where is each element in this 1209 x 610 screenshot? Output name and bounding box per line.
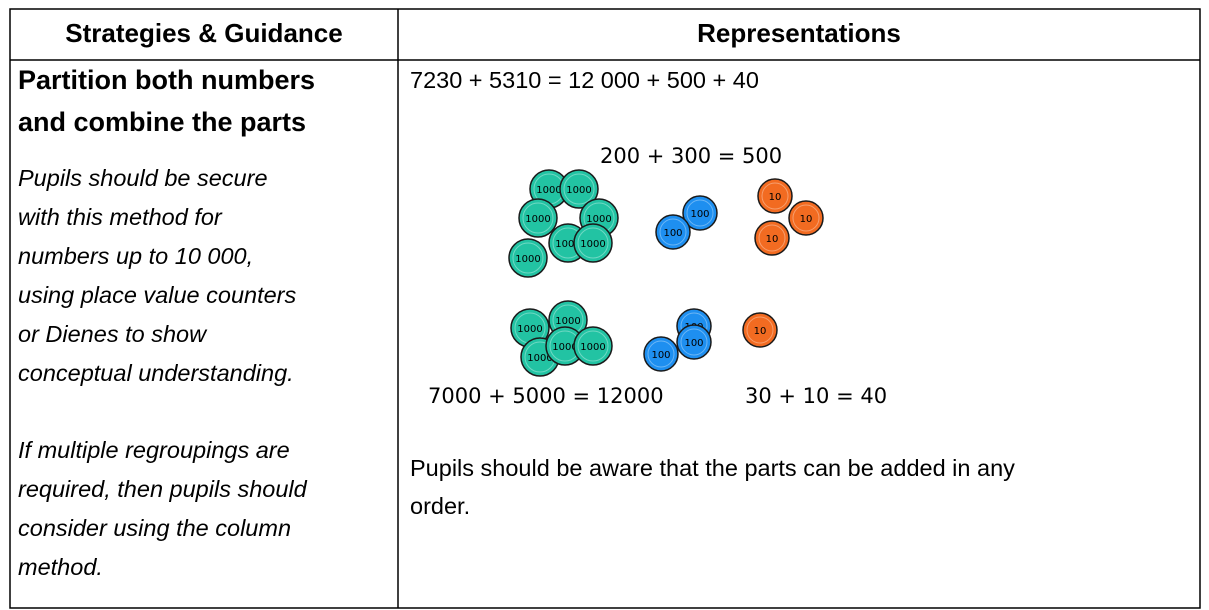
counter-label: 1000 bbox=[566, 185, 591, 196]
counter-disc bbox=[559, 169, 599, 209]
counter-label: 100 bbox=[651, 350, 670, 361]
guidance-line: conceptual understanding. bbox=[18, 360, 294, 386]
counter-disc bbox=[643, 336, 679, 372]
guidance-line: using place value counters bbox=[18, 282, 297, 308]
counter-label: 1000 bbox=[552, 342, 577, 353]
counter-ring bbox=[577, 227, 609, 259]
counter: 100 bbox=[676, 324, 712, 360]
counter-disc bbox=[573, 223, 613, 263]
equation-label: 30 + 10 = 40 bbox=[745, 384, 887, 408]
guidance-line: numbers up to 10 000, bbox=[18, 243, 253, 269]
guidance-line: If multiple regroupings are bbox=[18, 437, 290, 463]
counter-label: 1000 bbox=[586, 214, 611, 225]
guidance-line: required, then pupils should bbox=[18, 476, 308, 502]
counter-disc bbox=[676, 324, 712, 360]
counter-ring bbox=[659, 218, 687, 246]
counter-label: 1000 bbox=[515, 254, 540, 265]
counter: 10 bbox=[788, 200, 824, 236]
equation-label: 7000 + 5000 = 12000 bbox=[428, 384, 664, 408]
counter-disc bbox=[573, 326, 613, 366]
counter: 100 bbox=[682, 195, 718, 231]
guidance-line: with this method for bbox=[18, 204, 223, 230]
counter-label: 10 bbox=[769, 192, 782, 203]
counter-label: 1000 bbox=[536, 185, 561, 196]
counter: 1000 bbox=[508, 238, 548, 278]
counter: 1000 bbox=[573, 326, 613, 366]
counter-label: 1000 bbox=[517, 324, 542, 335]
note: Pupils should be aware that the parts ca… bbox=[410, 455, 1015, 481]
counter-label: 1000 bbox=[527, 353, 552, 364]
counter-disc bbox=[518, 198, 558, 238]
counter-label: 1000 bbox=[580, 342, 605, 353]
counter-disc bbox=[757, 178, 793, 214]
counter-ring bbox=[680, 328, 708, 356]
counter-ring bbox=[522, 202, 554, 234]
table-frame bbox=[9, 8, 1201, 609]
header-right: Representations bbox=[697, 18, 901, 48]
counter-ring bbox=[746, 316, 774, 344]
strategy-title: and combine the parts bbox=[18, 107, 306, 137]
guidance-line: Pupils should be secure bbox=[18, 165, 268, 191]
equation-label: 200 + 300 = 500 bbox=[600, 144, 782, 168]
counter-label: 100 bbox=[690, 209, 709, 220]
counter-ring bbox=[647, 340, 675, 368]
note: order. bbox=[410, 493, 470, 519]
counter-ring bbox=[758, 224, 786, 252]
counter-disc bbox=[742, 312, 778, 348]
counter-label: 10 bbox=[766, 234, 779, 245]
counter-label: 1000 bbox=[555, 239, 580, 250]
counter: 10 bbox=[742, 312, 778, 348]
counter: 1000 bbox=[573, 223, 613, 263]
guidance-line: method. bbox=[18, 554, 103, 580]
counter-label: 1000 bbox=[555, 316, 580, 327]
counter-ring bbox=[512, 242, 544, 274]
counter-label: 1000 bbox=[525, 214, 550, 225]
counter-disc bbox=[682, 195, 718, 231]
counter-ring bbox=[792, 204, 820, 232]
counter-ring bbox=[686, 199, 714, 227]
header-left: Strategies & Guidance bbox=[65, 18, 342, 48]
counter-label: 100 bbox=[684, 338, 703, 349]
strategy-title: Partition both numbers bbox=[18, 65, 315, 95]
guidance-line: or Dienes to show bbox=[18, 321, 208, 347]
counter: 1000 bbox=[518, 198, 558, 238]
counter-label: 1000 bbox=[580, 239, 605, 250]
counter-label: 10 bbox=[754, 326, 767, 337]
counter-label: 10 bbox=[800, 214, 813, 225]
counter-disc bbox=[788, 200, 824, 236]
counter-ring bbox=[577, 330, 609, 362]
counter-ring bbox=[563, 173, 595, 205]
counter: 10 bbox=[757, 178, 793, 214]
counter-disc bbox=[508, 238, 548, 278]
counter-disc bbox=[754, 220, 790, 256]
counter: 1000 bbox=[559, 169, 599, 209]
equation: 7230 + 5310 = 12 000 + 500 + 40 bbox=[410, 67, 759, 93]
counter: 100 bbox=[655, 214, 691, 250]
guidance-line: consider using the column bbox=[18, 515, 291, 541]
counter-disc bbox=[655, 214, 691, 250]
counter: 10 bbox=[754, 220, 790, 256]
counter-ring bbox=[761, 182, 789, 210]
counter: 100 bbox=[643, 336, 679, 372]
counter-label: 100 bbox=[663, 228, 682, 239]
